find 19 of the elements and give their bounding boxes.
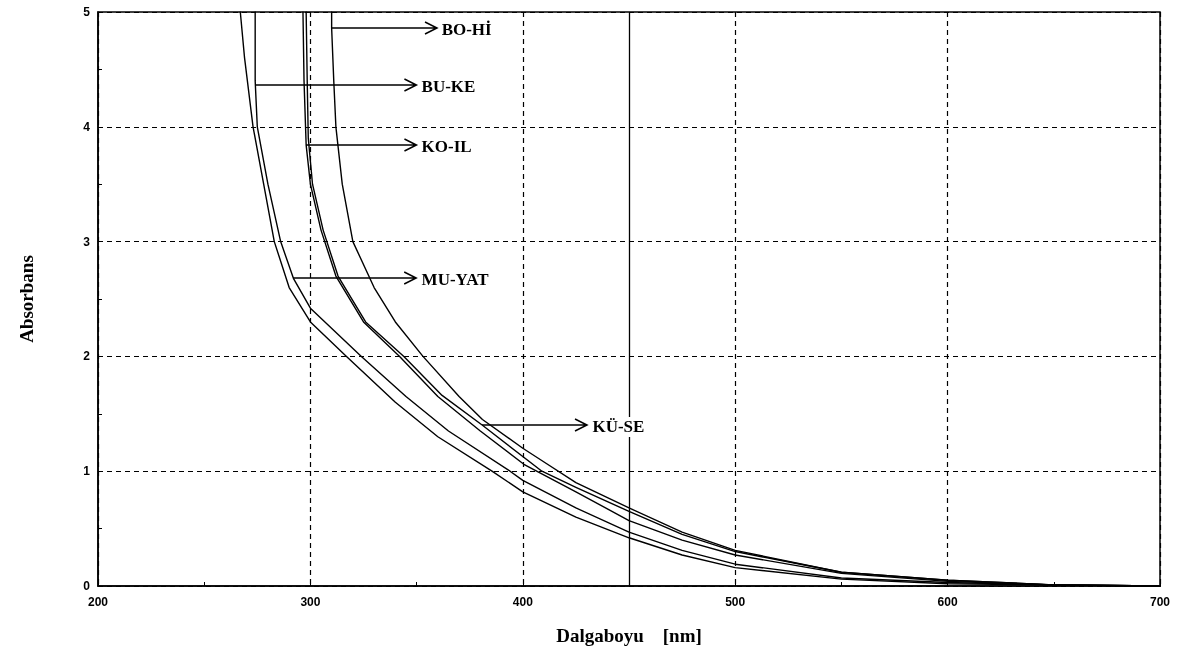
x-tick-label: 600 <box>937 595 958 609</box>
y-tick-label: 5 <box>83 5 91 19</box>
y-tick-label: 4 <box>83 119 91 134</box>
annotation: KO-IL <box>419 137 474 158</box>
y-axis-title: Absorbans <box>16 255 37 343</box>
x-tick-label: 700 <box>1149 595 1171 609</box>
x-axis-title: Dalgaboyu [nm] <box>556 625 702 646</box>
x-tick-label: 200 <box>87 595 109 609</box>
y-tick-label: 3 <box>83 234 91 249</box>
y-tick-label: 1 <box>83 464 91 479</box>
annotation: BU-KE <box>419 77 478 98</box>
y-tick-label: 2 <box>83 349 91 364</box>
annotation: MU-YAT <box>419 270 491 291</box>
annotation: BO-Hİ <box>439 20 494 41</box>
annotation: KÜ-SE <box>590 417 647 438</box>
x-tick-label: 500 <box>725 595 746 609</box>
x-tick-label: 300 <box>300 595 321 609</box>
y-tick-label: 0 <box>83 579 91 593</box>
x-tick-label: 400 <box>512 595 534 609</box>
